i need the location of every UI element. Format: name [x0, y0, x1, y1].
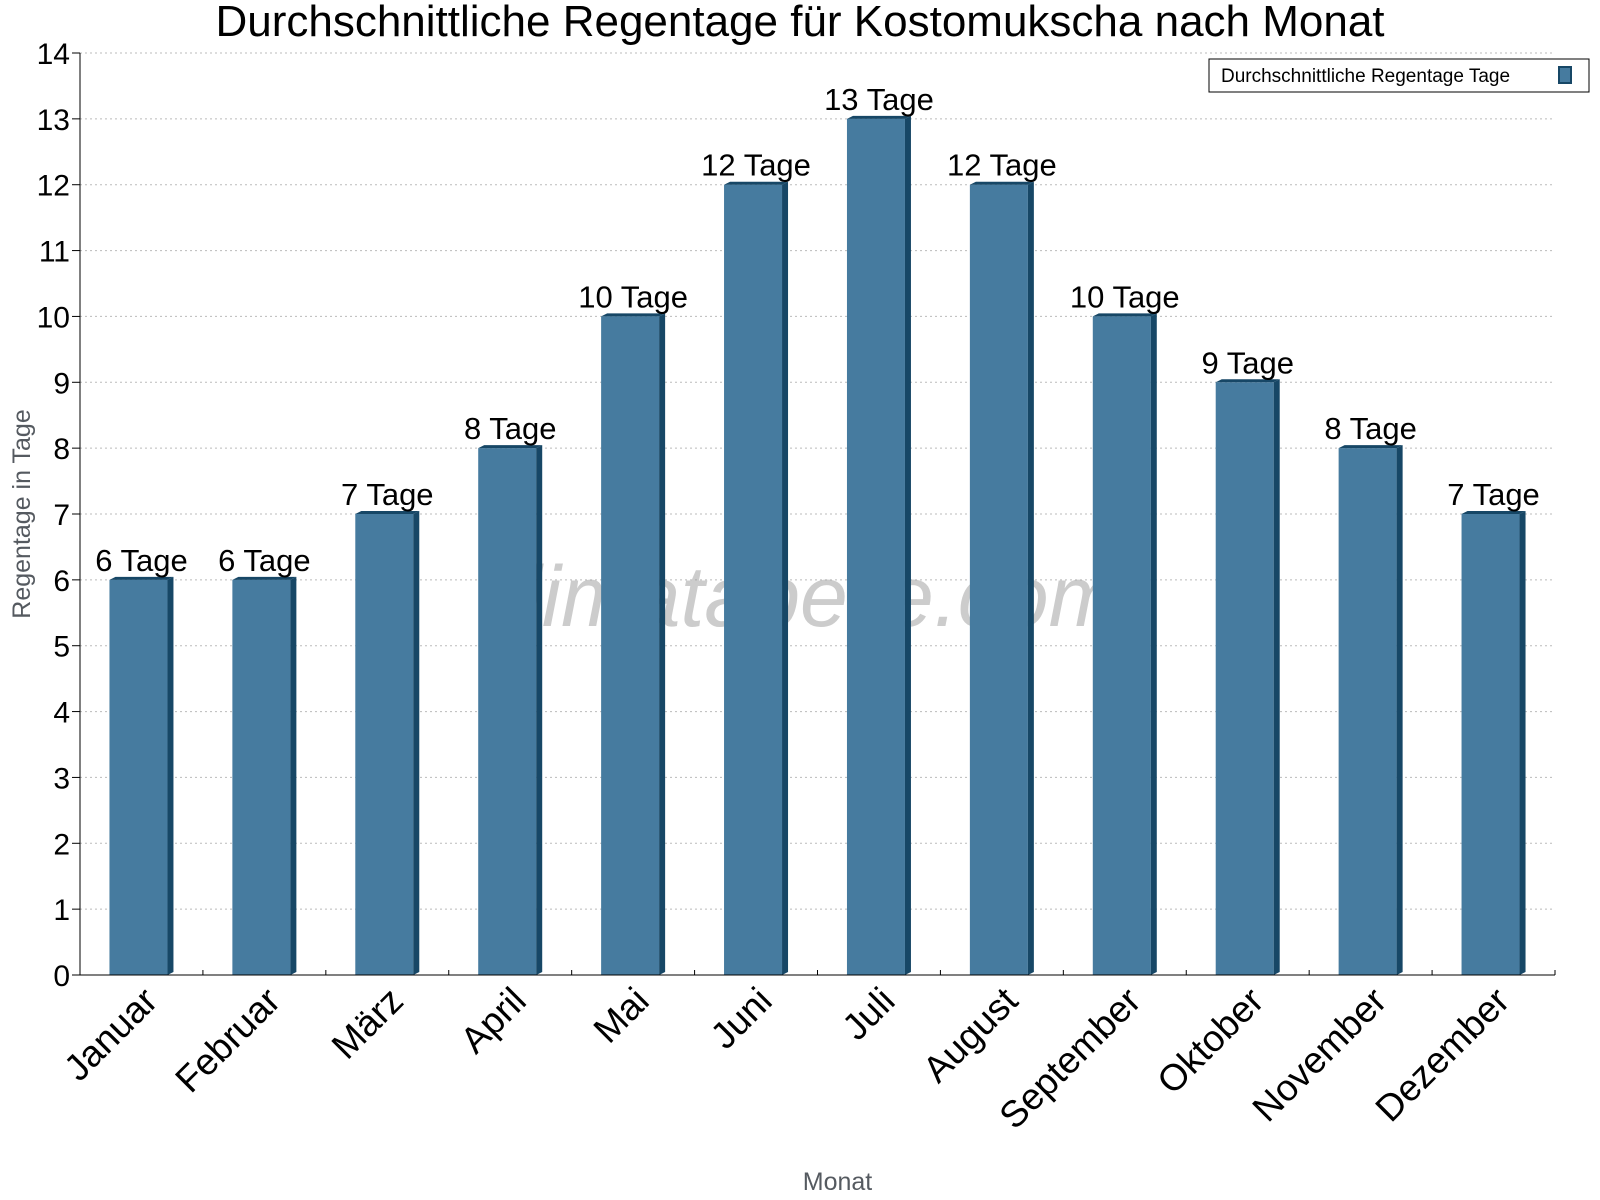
bar-side [659, 313, 666, 975]
y-tick-label: 6 [53, 565, 70, 598]
y-tick-label: 2 [53, 828, 70, 861]
bar-front [1215, 382, 1274, 975]
bar-side [1150, 313, 1157, 975]
bar-side [1027, 181, 1034, 975]
x-tick-label: Dezember [1368, 980, 1518, 1130]
legend-box [1208, 58, 1590, 93]
bar-top [355, 511, 420, 514]
bar-front [355, 514, 414, 975]
bar-11 [1461, 511, 1526, 975]
y-tick-label: 12 [37, 170, 70, 203]
bar-series [109, 115, 1526, 976]
x-tick-label: November [1245, 980, 1395, 1130]
bar-0 [109, 576, 174, 975]
bar-top [109, 576, 174, 580]
bar-top [724, 181, 789, 185]
grid-lines [80, 52, 1555, 910]
bar-8 [1092, 313, 1157, 975]
bar-side [904, 115, 911, 976]
legend-swatch [1558, 66, 1572, 84]
y-tick-label: 7 [53, 499, 70, 532]
y-tick-label: 8 [53, 433, 70, 466]
x-axis-title: Monat [803, 1168, 873, 1196]
bar-top [1215, 379, 1280, 383]
y-tick-label: 9 [53, 367, 70, 400]
bar-1 [232, 576, 297, 975]
y-tick-label: 11 [39, 236, 70, 269]
data-labels: 6 Tage 6 Tage 7 Tage 8 Tage 10 Tage 12 Tage 13… [95, 82, 1540, 578]
data-label: 7 Tage [1447, 477, 1540, 512]
bar-side [290, 576, 297, 975]
legend: Durchschnittliche Regentage Tage [1208, 58, 1590, 93]
y-tick-label: 3 [53, 762, 70, 795]
bar-side [536, 445, 543, 976]
bar-5 [724, 181, 789, 975]
x-tick-label: Mai [586, 980, 657, 1051]
bar-side [782, 181, 789, 975]
x-tick-label: Januar [56, 980, 165, 1089]
bar-front [109, 579, 168, 975]
y-tick-label: 13 [37, 104, 70, 137]
bar-4 [601, 313, 666, 975]
bar-3 [478, 445, 543, 976]
bar-front [846, 118, 905, 976]
y-tick-label: 10 [37, 301, 70, 334]
bar-front [1338, 448, 1397, 976]
data-label: 10 Tage [1070, 279, 1180, 314]
data-label: 8 Tage [1324, 411, 1417, 446]
bar-10 [1338, 445, 1403, 976]
chart-title: Durchschnittliche Regentage für Kostomuk… [215, 0, 1384, 46]
data-label: 6 Tage [95, 543, 188, 578]
x-tick-label: März [324, 980, 411, 1067]
y-tick-label: 5 [53, 631, 70, 664]
data-label: 9 Tage [1201, 345, 1294, 380]
bar-side [1273, 379, 1280, 975]
y-tick-label: 1 [53, 894, 70, 927]
bar-front [601, 316, 660, 975]
bar-top [1461, 511, 1526, 514]
bar-side [1519, 511, 1526, 975]
bar-side [167, 576, 174, 975]
x-tick-label: Juli [834, 980, 902, 1048]
data-label: 12 Tage [701, 148, 811, 183]
x-tick-label: Juni [703, 980, 780, 1057]
bar-top [969, 181, 1034, 185]
bar-front [724, 184, 783, 975]
bar-9 [1215, 379, 1280, 975]
bar-front [478, 448, 537, 976]
data-label: 8 Tage [464, 411, 557, 446]
bar-side [413, 511, 420, 975]
data-label: 6 Tage [218, 543, 311, 578]
legend-label: Durchschnittliche Regentage Tage [1221, 66, 1510, 87]
y-tick-label: 4 [53, 697, 70, 730]
data-label: 12 Tage [947, 148, 1057, 183]
bar-top [846, 115, 911, 119]
bar-top [1092, 313, 1157, 317]
bar-front [969, 184, 1028, 975]
x-tick-label: Februar [167, 980, 288, 1101]
data-label: 10 Tage [578, 279, 688, 314]
bar-top [478, 445, 543, 449]
bar-front [1092, 316, 1151, 975]
x-tick-label: Oktober [1149, 980, 1271, 1102]
bar-7 [969, 181, 1034, 975]
bar-front [232, 579, 291, 975]
bar-front [1461, 514, 1520, 975]
x-tick-label: August [915, 979, 1026, 1090]
bar-top [1338, 445, 1403, 449]
bar-top [232, 576, 297, 580]
bar-top [601, 313, 666, 317]
bar-2 [355, 511, 420, 975]
bar-side [1396, 445, 1403, 976]
y-tick-label: 14 [37, 38, 70, 71]
y-axis-title: Regentage in Tage [8, 409, 36, 618]
data-label: 7 Tage [341, 477, 434, 512]
bar-6 [846, 115, 911, 976]
x-tick-label: April [453, 980, 534, 1061]
data-label: 13 Tage [824, 82, 934, 117]
x-axis-ticks: Januar Februar März April Mai Juni Juli AugustS… [56, 970, 1556, 1137]
y-tick-label: 0 [53, 960, 70, 993]
